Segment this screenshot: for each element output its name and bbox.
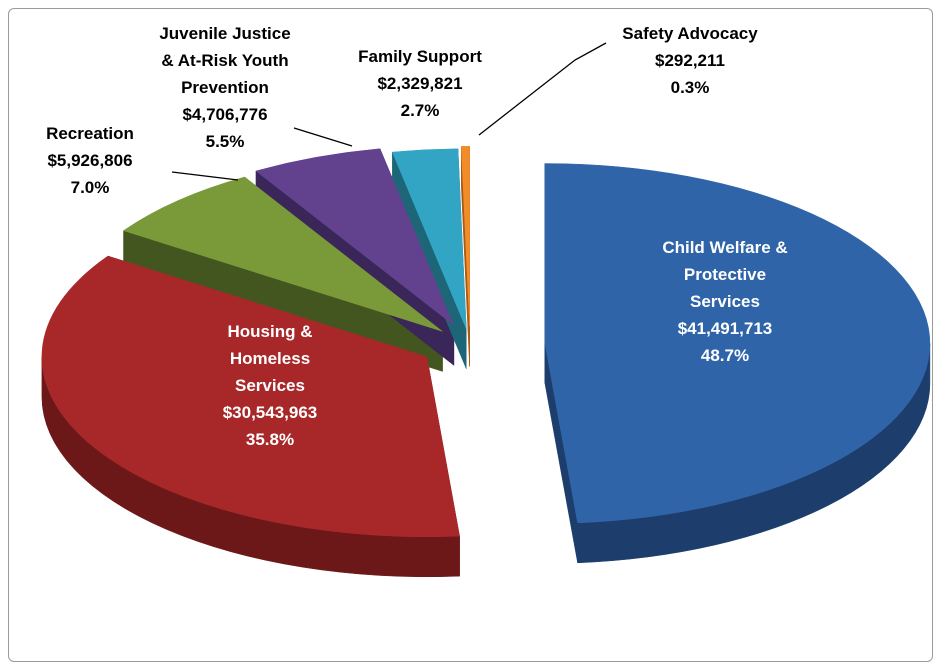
value-label: $4,706,776 xyxy=(182,105,268,124)
leader-line xyxy=(478,42,607,136)
slice-label: Housing & Homeless Services $30,543,963 35… xyxy=(218,318,323,453)
slice-label: Child Welfare & Protective Services $41,4… xyxy=(650,234,800,369)
slice xyxy=(41,255,460,538)
slice xyxy=(461,146,470,327)
chart-frame xyxy=(8,8,933,662)
category-label: Child Welfare & Protective Services xyxy=(662,238,788,311)
percent-label: 35.8% xyxy=(245,430,295,449)
leader-line xyxy=(293,127,353,147)
value-label: $2,329,821 xyxy=(377,74,463,93)
value-label: $30,543,963 xyxy=(222,403,318,422)
slice xyxy=(544,163,931,524)
slice-label: Family Support $2,329,821 2.7% xyxy=(340,43,500,124)
slice-label: Safety Advocacy $292,211 0.3% xyxy=(605,20,775,101)
slice-tops xyxy=(41,146,931,538)
category-label: Recreation xyxy=(46,124,134,143)
slice xyxy=(391,148,467,329)
percent-label: 2.7% xyxy=(400,101,440,120)
slice xyxy=(255,148,455,327)
percent-label: 48.7% xyxy=(700,346,750,365)
value-label: $292,211 xyxy=(655,51,725,70)
category-label: Safety Advocacy xyxy=(622,24,758,43)
slice-label: Recreation $5,926,806 7.0% xyxy=(25,120,155,201)
value-label: $41,491,713 xyxy=(677,319,773,338)
leader-line xyxy=(171,171,239,181)
percent-label: 0.3% xyxy=(670,78,710,97)
percent-label: 7.0% xyxy=(70,178,110,197)
category-label: Juvenile Justice & At-Risk Youth Prevent… xyxy=(159,24,291,97)
category-label: Family Support xyxy=(358,47,482,66)
value-label: $5,926,806 xyxy=(47,151,133,170)
category-label: Housing & Homeless Services xyxy=(227,322,313,395)
slice xyxy=(122,176,443,332)
slice-label: Juvenile Justice & At-Risk Youth Prevent… xyxy=(153,20,298,155)
percent-label: 5.5% xyxy=(205,132,245,151)
